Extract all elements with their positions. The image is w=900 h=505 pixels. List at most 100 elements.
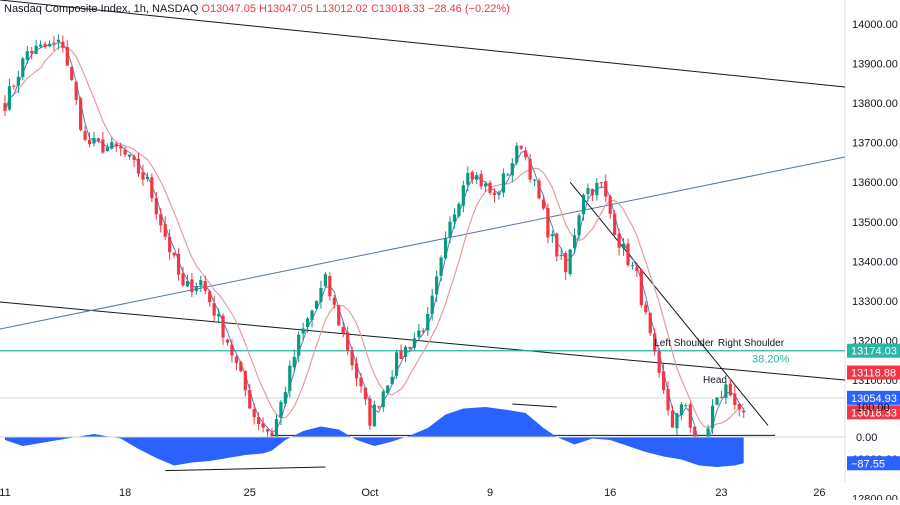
candle-body bbox=[323, 274, 327, 287]
descending-trendline bbox=[569, 181, 769, 426]
candle-body bbox=[65, 46, 69, 66]
pattern-annotation: Right Shoulder bbox=[718, 338, 785, 349]
candle-body bbox=[310, 310, 314, 320]
candle-body bbox=[657, 351, 661, 373]
close-value: C13018.33 bbox=[370, 3, 425, 15]
candle-body bbox=[101, 139, 105, 153]
candle-body bbox=[332, 297, 336, 305]
candle-body bbox=[225, 339, 230, 343]
candle-body bbox=[301, 328, 305, 334]
candle-body bbox=[194, 286, 198, 292]
candle-body bbox=[653, 333, 657, 352]
candle-body bbox=[630, 265, 635, 267]
candle-body bbox=[288, 365, 292, 391]
candle-body bbox=[70, 66, 74, 81]
price-tick-label: 13400.00 bbox=[852, 256, 898, 268]
candle-body bbox=[239, 362, 243, 372]
high-value: H13047.05 bbox=[259, 3, 313, 15]
fib-label: 38.20% bbox=[752, 354, 790, 366]
candle-body bbox=[635, 267, 639, 271]
time-tick-label: 26 bbox=[813, 487, 825, 499]
candle-body bbox=[79, 98, 83, 130]
time-tick-label: 23 bbox=[715, 487, 727, 499]
candle-body bbox=[737, 404, 741, 410]
candle-body bbox=[381, 391, 385, 408]
candle-body bbox=[586, 188, 590, 195]
price-tag bbox=[847, 390, 900, 405]
candle-body bbox=[666, 388, 670, 411]
candle-body bbox=[176, 253, 181, 275]
candle-body bbox=[390, 376, 394, 385]
candle-body bbox=[123, 149, 127, 155]
candle-body bbox=[644, 304, 648, 313]
candle-body bbox=[443, 238, 448, 259]
candle-body bbox=[92, 137, 96, 144]
candle-body bbox=[105, 147, 109, 151]
change-value: −28.46 (−0.22%) bbox=[427, 3, 510, 15]
oscillator-tag bbox=[847, 456, 900, 471]
candle-body bbox=[403, 346, 408, 358]
candle-body bbox=[306, 318, 310, 328]
candle-body bbox=[328, 276, 332, 297]
candle-body bbox=[154, 197, 158, 215]
candle-body bbox=[421, 330, 425, 333]
candle-body bbox=[341, 327, 345, 334]
candle-body bbox=[87, 139, 92, 145]
candle-body bbox=[670, 410, 675, 428]
candle-body bbox=[599, 182, 603, 184]
channel-bottom-line bbox=[0, 301, 846, 381]
candle-body bbox=[573, 235, 577, 249]
candle-body bbox=[252, 409, 256, 418]
candle-body bbox=[595, 182, 599, 196]
candle-body bbox=[684, 405, 688, 407]
candle-body bbox=[145, 176, 149, 179]
candle-body bbox=[21, 58, 25, 77]
time-tick-label: 9 bbox=[487, 487, 493, 499]
candle-body bbox=[550, 234, 554, 237]
price-tick-label: 14000.00 bbox=[852, 19, 898, 31]
candle-body bbox=[34, 45, 38, 54]
rising-trendline bbox=[0, 156, 846, 330]
candle-body bbox=[457, 203, 461, 217]
candle-body bbox=[524, 150, 528, 158]
price-tick-label: 13500.00 bbox=[852, 217, 898, 229]
candle-body bbox=[119, 146, 123, 149]
candle-body bbox=[234, 356, 238, 363]
candle-body bbox=[688, 404, 692, 428]
candle-body bbox=[559, 254, 563, 256]
candle-body bbox=[354, 363, 359, 379]
candle-body bbox=[742, 410, 746, 413]
candle-body bbox=[488, 182, 492, 193]
pattern-annotation: Left Shoulder bbox=[654, 338, 714, 349]
candle-body bbox=[475, 175, 479, 180]
candle-body bbox=[510, 163, 514, 176]
candle-body bbox=[412, 338, 416, 348]
candle-body bbox=[16, 76, 20, 86]
candle-body bbox=[257, 416, 261, 424]
candle-body bbox=[350, 349, 354, 366]
time-tick-label: 25 bbox=[244, 487, 256, 499]
candle-body bbox=[292, 356, 296, 368]
candle-body bbox=[399, 350, 403, 360]
price-tick-label: 13600.00 bbox=[852, 177, 898, 189]
candle-body bbox=[617, 233, 621, 248]
candle-body bbox=[168, 236, 172, 253]
candle-body bbox=[114, 143, 118, 147]
candle-body bbox=[319, 288, 323, 302]
symbol-title: Nasdaq Composite Index, 1h, NASDAQ bbox=[4, 3, 199, 15]
candle-body bbox=[203, 281, 207, 291]
candle-body bbox=[141, 172, 145, 180]
candle-body bbox=[279, 401, 283, 418]
candle-body bbox=[484, 183, 488, 187]
candle-body bbox=[662, 371, 666, 391]
candle-body bbox=[541, 199, 546, 209]
candle-body bbox=[564, 253, 568, 273]
candle-body bbox=[470, 171, 474, 180]
fast-moving-average bbox=[4, 41, 745, 450]
candle-body bbox=[693, 426, 697, 445]
candle-body bbox=[363, 387, 368, 400]
candle-body bbox=[733, 393, 737, 405]
oscillator-tag-label: −87.55 bbox=[851, 458, 885, 470]
time-tick-label: 16 bbox=[604, 487, 616, 499]
